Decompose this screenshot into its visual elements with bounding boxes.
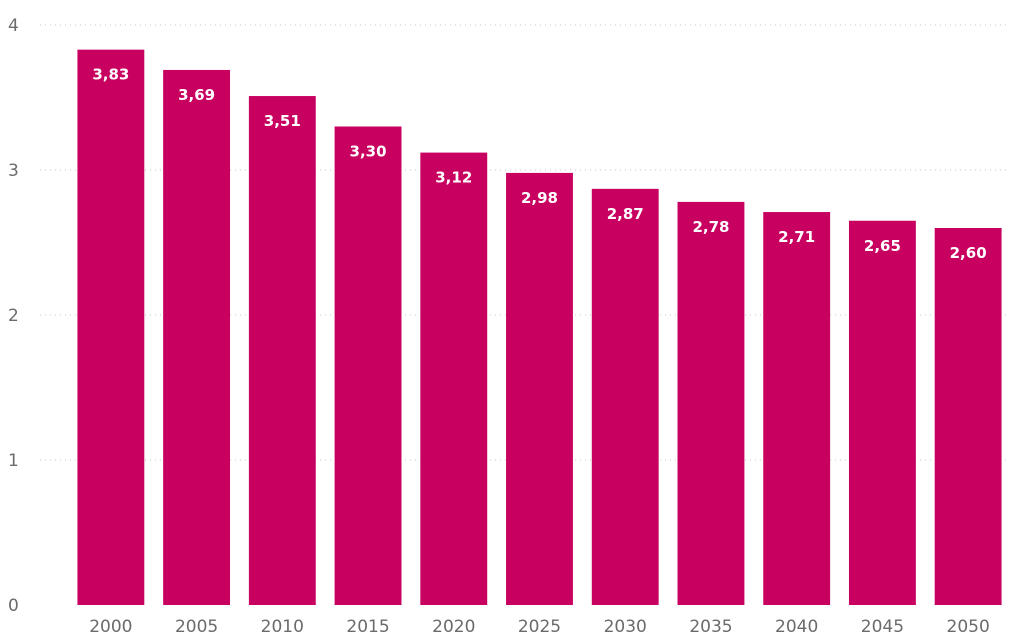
x-tick-label: 2025 [518,617,561,637]
x-tick-label: 2035 [689,617,732,637]
bar [334,126,402,605]
x-tick-label: 2000 [89,617,132,637]
bar [420,152,488,605]
x-tick-label: 2005 [175,617,218,637]
bars [77,49,1002,606]
x-tick-label: 2020 [432,617,475,637]
y-tick-label: 0 [8,596,19,616]
y-tick-label: 4 [8,16,19,36]
x-tick-label: 2030 [604,617,647,637]
x-tick-label: 2050 [947,617,990,637]
data-label: 3,83 [92,66,129,84]
y-tick-label: 2 [8,306,19,326]
data-label: 2,71 [778,228,815,246]
data-labels: 3,83 3,69 3,51 3,30 3,12 2,98 2,87 2,78 2,71 2,65… [92,66,986,262]
data-label: 2,78 [692,218,729,236]
bar [163,69,231,605]
x-tick-label: 2010 [261,617,304,637]
bar [763,212,831,606]
x-tick-label: 2045 [861,617,904,637]
bar [248,96,316,606]
x-axis: 2000 2005 2010 2015 2020 2025 2030 2035 2040 2045… [89,617,990,637]
y-tick-label: 1 [8,451,19,471]
bar [934,228,1002,605]
data-label: 3,51 [264,112,301,130]
bar [677,201,745,605]
y-tick-label: 3 [8,161,19,181]
data-label: 2,87 [607,205,644,223]
bar [848,220,916,605]
data-label: 2,65 [864,237,901,255]
data-label: 2,60 [950,244,987,262]
data-label: 3,12 [435,169,472,187]
bar [506,172,573,605]
data-label: 2,98 [521,189,558,207]
data-label: 3,69 [178,86,215,104]
data-label: 3,30 [350,143,387,161]
y-axis: 0 1 2 3 4 [8,16,19,616]
x-tick-label: 2040 [775,617,818,637]
bar [77,49,145,605]
bar [591,188,659,605]
x-tick-label: 2015 [346,617,389,637]
